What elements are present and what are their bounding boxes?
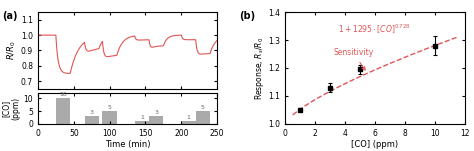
Text: 5: 5: [108, 105, 111, 110]
Text: 3: 3: [154, 110, 158, 115]
Text: Sensitivity: Sensitivity: [333, 48, 374, 70]
Bar: [84, 116, 99, 124]
Y-axis label: Response, $R_s/R_0$: Response, $R_s/R_0$: [253, 36, 265, 100]
Text: 5: 5: [201, 105, 205, 110]
Text: (a): (a): [2, 11, 18, 21]
Text: 10: 10: [59, 92, 67, 98]
Bar: [196, 111, 210, 124]
Bar: [135, 121, 149, 124]
Y-axis label: $R/R_0$: $R/R_0$: [6, 41, 18, 60]
Text: 3: 3: [90, 110, 94, 115]
Bar: [56, 98, 70, 124]
Text: 1: 1: [187, 116, 191, 120]
Text: 1: 1: [140, 116, 144, 120]
Bar: [182, 121, 196, 124]
Bar: [102, 111, 117, 124]
Y-axis label: [CO]
(ppm): [CO] (ppm): [1, 97, 21, 120]
Bar: [149, 116, 164, 124]
Text: $1 + 1295 \cdot [CO]^{0.728}$: $1 + 1295 \cdot [CO]^{0.728}$: [337, 23, 410, 36]
Text: (b): (b): [239, 11, 255, 21]
X-axis label: Time (min): Time (min): [105, 140, 150, 149]
X-axis label: [CO] (ppm): [CO] (ppm): [351, 140, 399, 149]
